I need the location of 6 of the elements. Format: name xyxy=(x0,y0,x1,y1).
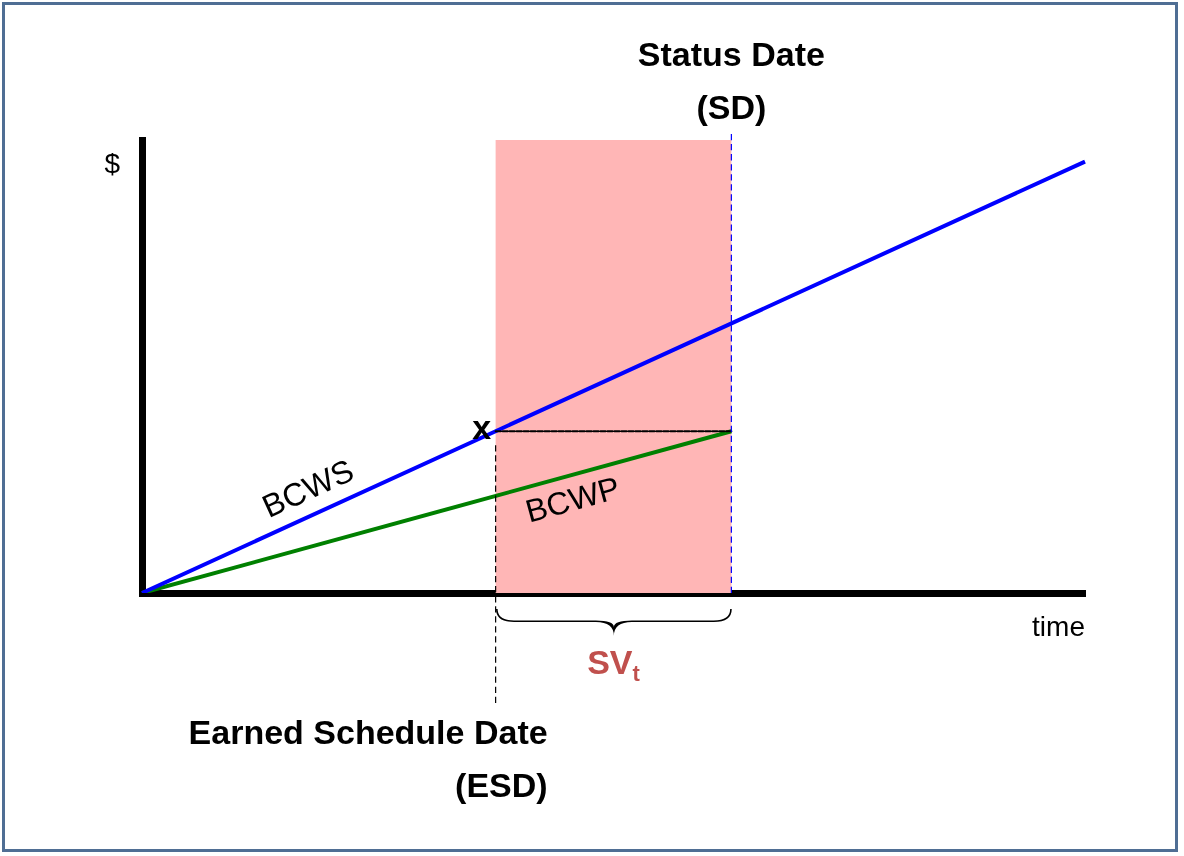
text: Status Date (SD) xyxy=(637,35,825,127)
y-axis-title: $ xyxy=(104,147,121,179)
text: Earned Schedule Date (ESD) xyxy=(188,713,548,805)
text: BCWP xyxy=(521,469,624,530)
x-axis-title: time xyxy=(1032,610,1085,642)
annotation: x xyxy=(472,407,492,446)
